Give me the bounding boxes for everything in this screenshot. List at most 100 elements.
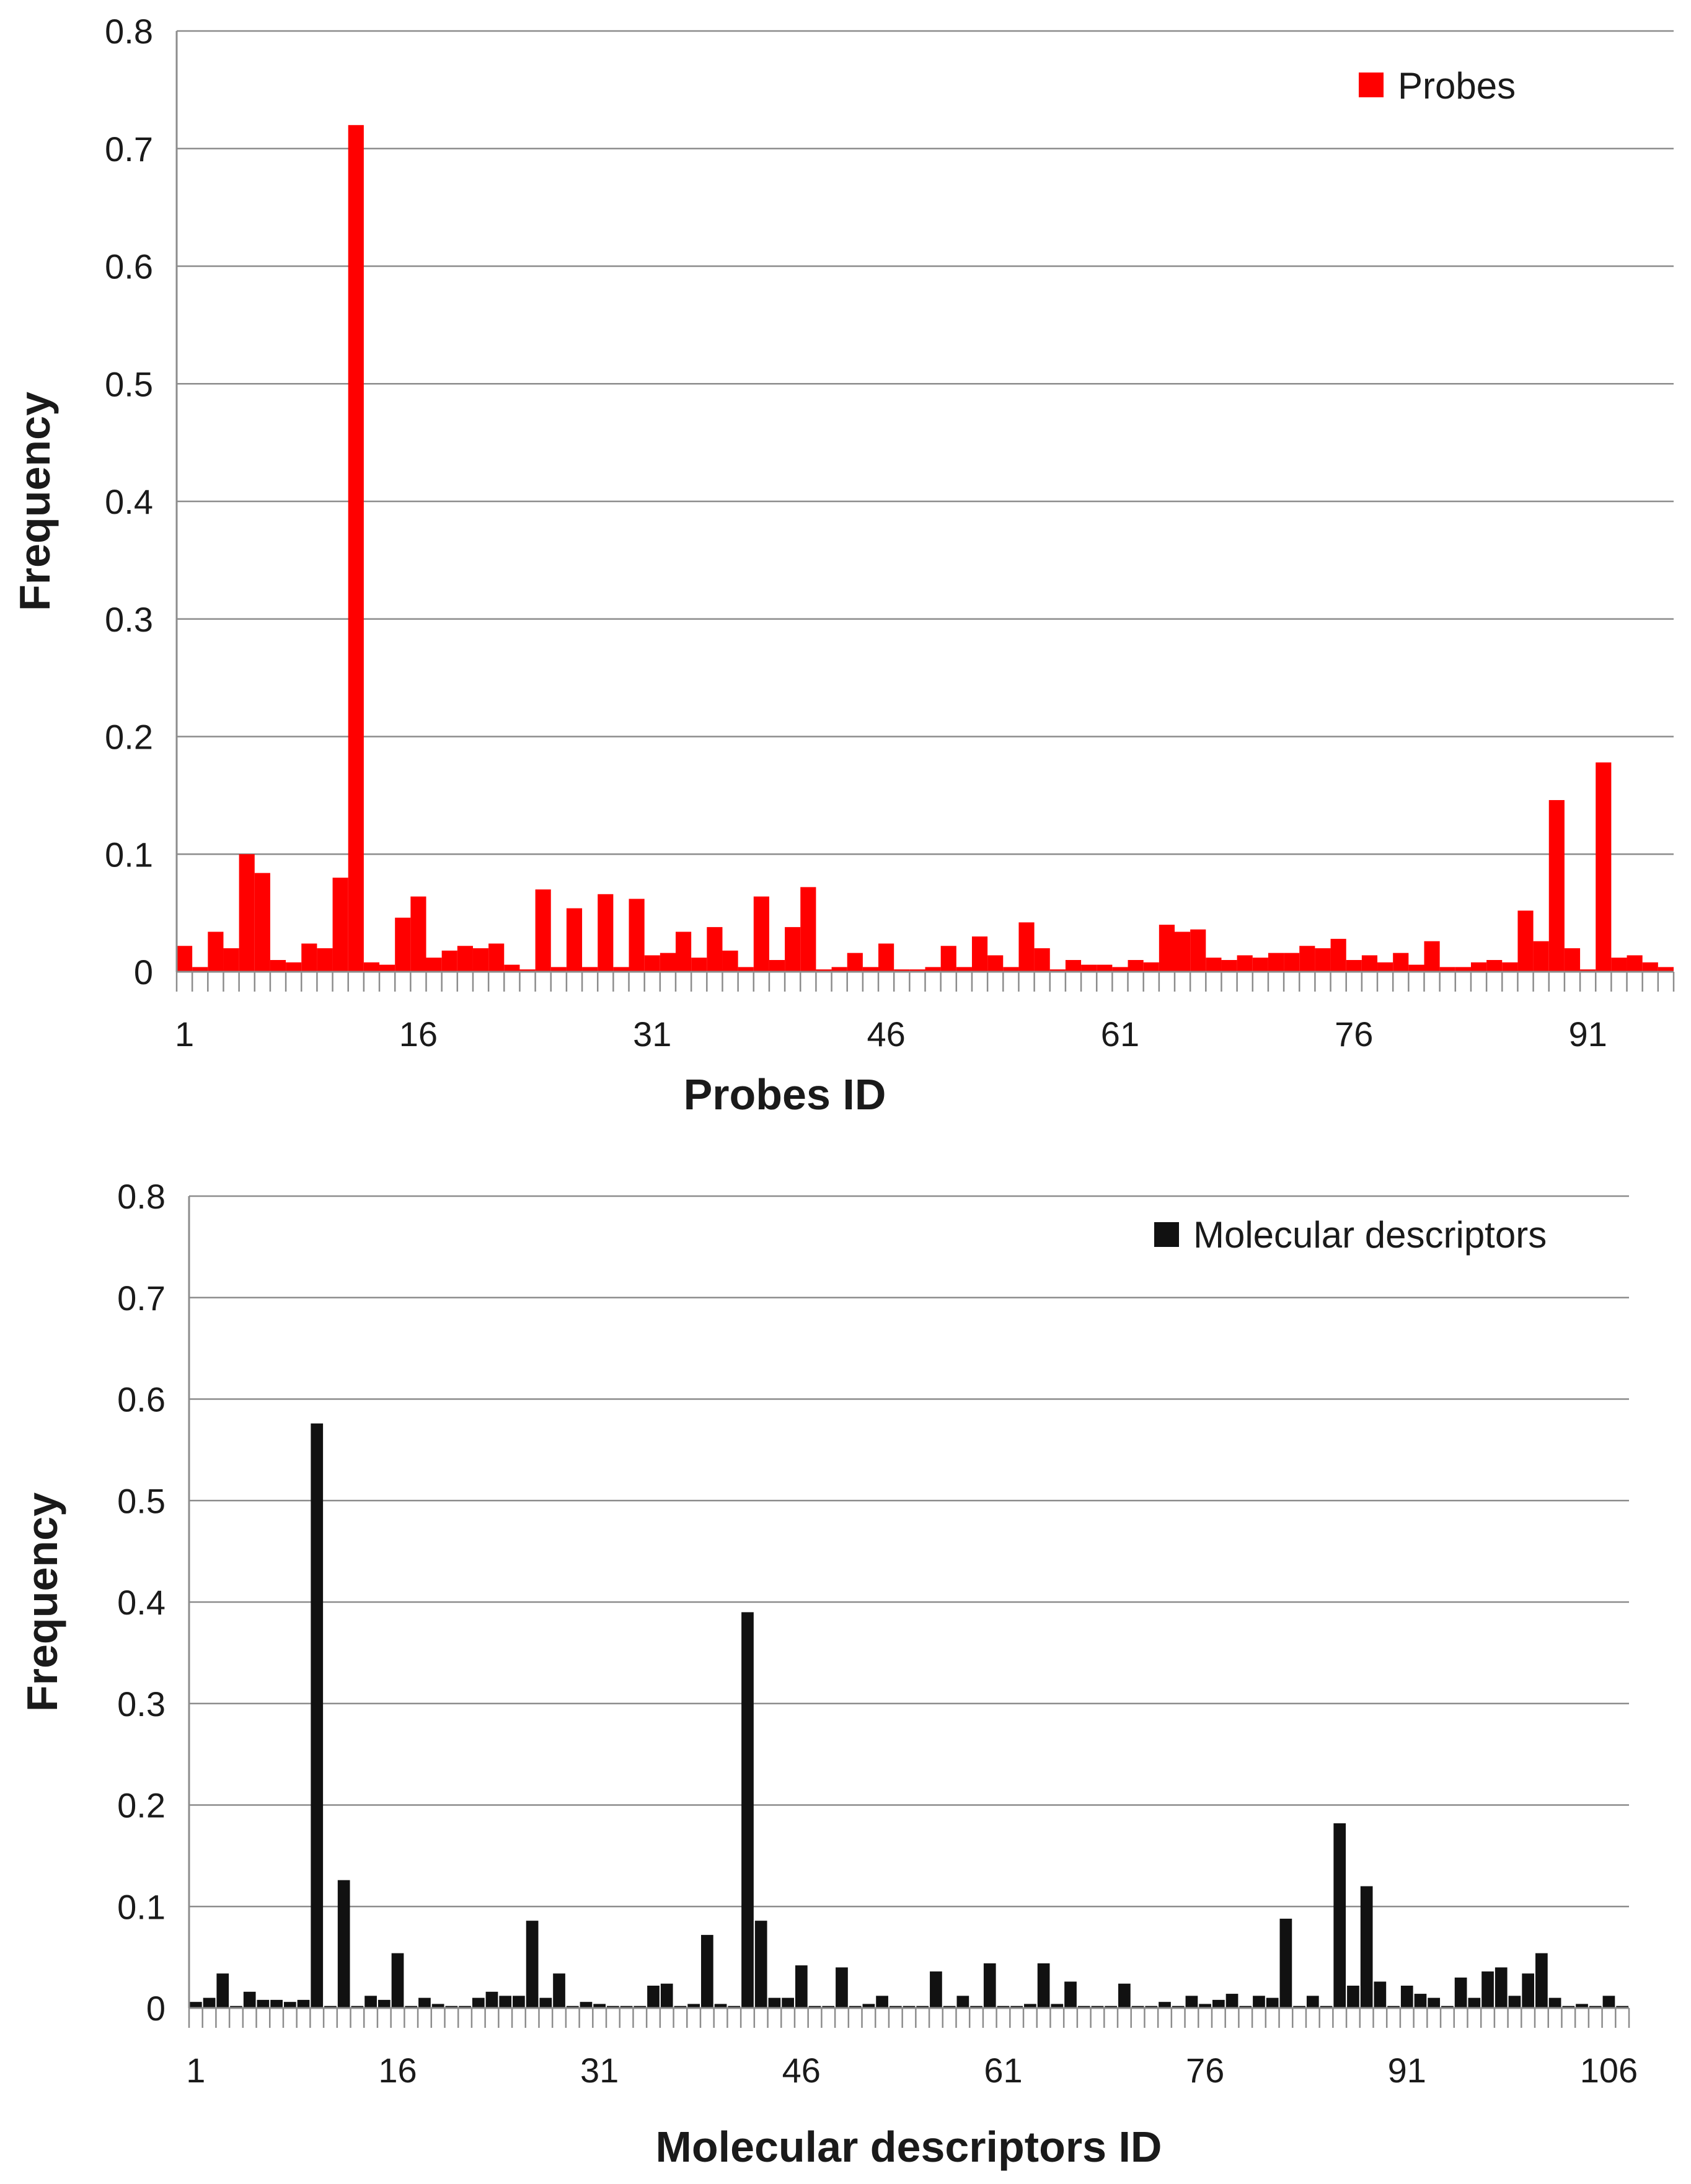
probes-bar — [769, 960, 785, 972]
probes-bar — [1299, 946, 1315, 972]
probes-bar — [1596, 762, 1612, 972]
descriptors-bar — [337, 1880, 350, 2008]
probes-bar — [1190, 929, 1206, 972]
probes-bar — [1611, 958, 1627, 972]
probes-bar — [1065, 960, 1082, 972]
probes-bar — [909, 969, 925, 972]
probes-bar — [862, 967, 879, 972]
descriptors-bar — [1105, 2006, 1118, 2008]
probes-bar — [1564, 948, 1581, 972]
probes-bar — [395, 917, 411, 972]
descriptors-bar — [1199, 2004, 1211, 2008]
descriptors-bar — [1548, 1997, 1561, 2008]
descriptors-bar — [1077, 2006, 1090, 2008]
descriptors-bar — [1131, 2006, 1144, 2008]
probes-bar — [488, 943, 505, 972]
descriptors-bar — [580, 2002, 593, 2008]
probes-y-axis-title: Frequency — [11, 392, 59, 611]
probes-bar — [878, 943, 894, 972]
probes-bar — [1517, 910, 1534, 972]
probes-bar — [971, 936, 988, 972]
probes-bar — [1049, 969, 1066, 972]
probes-bar — [613, 967, 629, 972]
probes-bar — [1175, 931, 1191, 972]
descriptors-bar — [741, 1612, 754, 2008]
probes-bar — [317, 948, 333, 972]
probes-x-axis-title: Probes ID — [684, 1070, 886, 1119]
probes-y-tick-label: 0.8 — [105, 12, 153, 51]
probes-bar — [1533, 941, 1549, 972]
probes-bar — [519, 969, 536, 972]
descriptors-bar — [1145, 2006, 1158, 2008]
descriptors-x-tick-labels: 1 16 31 46 61 76 91 106 — [186, 2051, 1638, 2090]
probes-bar — [177, 946, 193, 972]
descriptors-bar — [1428, 1997, 1441, 2008]
descriptors-bar — [728, 2006, 741, 2008]
descriptors-y-tick-label: 0.5 — [117, 1481, 166, 1520]
descriptors-bar — [634, 2006, 647, 2008]
descriptors-bar — [1508, 1996, 1521, 2008]
probes-bar — [1377, 962, 1393, 972]
probes-bar — [1330, 938, 1346, 972]
probes-y-tick-label: 0.7 — [105, 130, 153, 169]
descriptors-bar — [714, 2004, 727, 2008]
probes-y-tick-label: 0.6 — [105, 247, 153, 286]
descriptors-bar — [970, 2006, 982, 2008]
probes-bar — [472, 948, 489, 972]
descriptors-bar — [1320, 2006, 1333, 2008]
descriptors-bar — [1616, 2006, 1628, 2008]
descriptors-bar — [553, 1973, 565, 2008]
descriptors-bar — [1454, 1977, 1467, 2008]
probes-bar — [956, 967, 972, 972]
descriptors-bar — [1051, 2004, 1064, 2008]
descriptors-y-tick-label: 0.2 — [117, 1786, 166, 1825]
probes-bar — [1128, 960, 1144, 972]
probes-bar — [1221, 960, 1237, 972]
descriptors-bar — [230, 2006, 242, 2008]
probes-bar — [722, 950, 738, 972]
descriptors-y-tick-label: 0.3 — [117, 1684, 166, 1724]
descriptors-bar — [822, 2006, 835, 2008]
probes-y-tick-label: 0.1 — [105, 835, 153, 874]
probes-bar — [566, 908, 583, 972]
descriptors-bar — [1239, 2006, 1252, 2008]
descriptors-bar — [539, 1997, 552, 2008]
probes-bar — [1003, 967, 1019, 972]
descriptors-bar — [687, 2004, 700, 2008]
probes-bar — [1455, 967, 1471, 972]
probes-y-tick-labels: 0 0.1 0.2 0.3 0.4 0.5 0.6 0.7 0.8 — [105, 12, 153, 992]
probes-bar — [1580, 969, 1596, 972]
descriptors-bar — [1172, 2006, 1185, 2008]
probes-bar — [1268, 953, 1284, 972]
descriptors-bar — [459, 2006, 471, 2008]
probes-y-tick-label: 0.3 — [105, 600, 153, 639]
probes-x-tick-label: 91 — [1568, 1015, 1607, 1054]
probes-bar — [1159, 925, 1175, 972]
descriptors-bar — [1562, 2006, 1575, 2008]
probes-bar — [504, 964, 520, 972]
descriptors-bar — [849, 2006, 862, 2008]
probes-bar — [208, 931, 224, 972]
descriptors-bar — [1360, 1886, 1373, 2008]
probes-bar — [1237, 955, 1253, 972]
descriptors-x-tick-label: 106 — [1580, 2051, 1638, 2090]
descriptors-x-tick-label: 31 — [580, 2051, 619, 2090]
probes-bar — [1284, 953, 1300, 972]
descriptors-bar — [674, 2006, 687, 2008]
descriptors-bar — [283, 2002, 296, 2008]
probes-bar — [410, 896, 426, 972]
probes-bar — [707, 927, 723, 972]
probes-bar — [1018, 922, 1035, 972]
descriptors-frequency-chart: 00.10.20.30.40.50.60.70.8 1 16 31 46 61 76 91 1… — [18, 1177, 1638, 2171]
descriptors-bar — [620, 2006, 633, 2008]
probes-bar — [1470, 962, 1487, 972]
probes-bar — [1346, 960, 1362, 972]
probes-bar — [691, 958, 707, 972]
descriptors-bar — [1468, 1997, 1481, 2008]
probes-y-tick-label: 0.5 — [105, 364, 153, 403]
probes-x-tick-label: 31 — [633, 1015, 671, 1054]
probes-bar — [332, 878, 348, 972]
descriptors-bar — [391, 1953, 404, 2008]
probes-bar — [223, 948, 239, 972]
probes-bar — [348, 125, 364, 972]
